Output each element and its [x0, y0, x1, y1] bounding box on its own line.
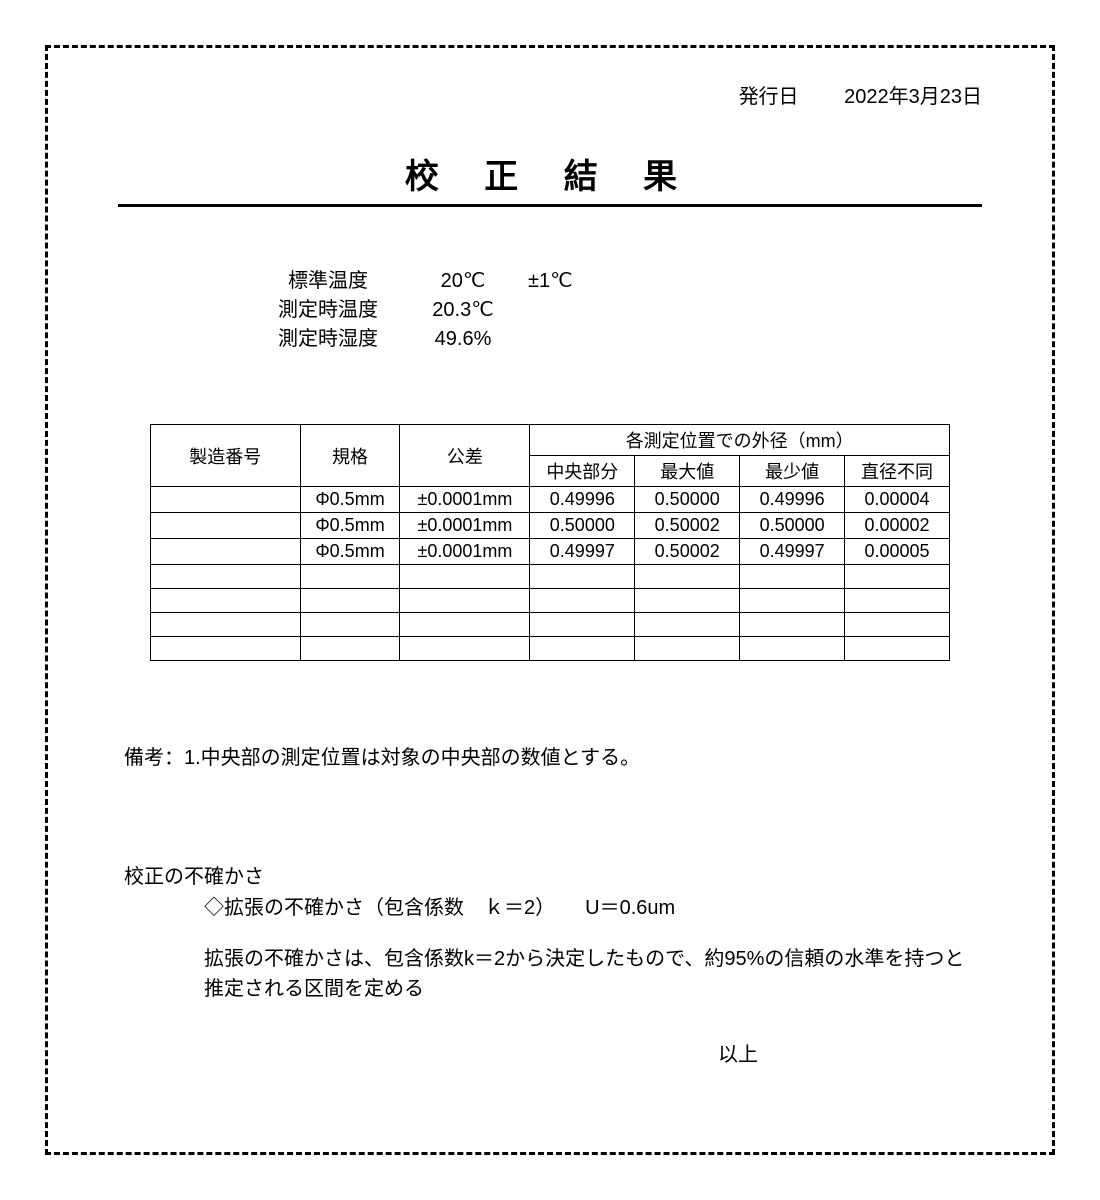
- cell-c: [530, 637, 635, 661]
- th-spec: 規格: [300, 425, 400, 487]
- uncertainty-desc: 拡張の不確かさは、包含係数k＝2から決定したもので、約95%の信頼の水準を持つと…: [204, 944, 974, 1004]
- table-row: [151, 613, 950, 637]
- cell-c: 0.49996: [530, 487, 635, 513]
- notes: 備考：1.中央部の測定位置は対象の中央部の数値とする。: [124, 741, 982, 770]
- cell-serial: [151, 487, 301, 513]
- cell-tol: [400, 637, 530, 661]
- cell-serial: [151, 565, 301, 589]
- table-row: Φ0.5mm±0.0001mm0.499970.500020.499970.00…: [151, 539, 950, 565]
- cell-serial: [151, 513, 301, 539]
- cell-c: [530, 589, 635, 613]
- cond-meas-temp: 測定時温度 20.3℃: [258, 296, 982, 325]
- th-tol: 公差: [400, 425, 530, 487]
- cell-c: [530, 565, 635, 589]
- cell-max: [635, 565, 740, 589]
- page-title: 校 正 結 果: [118, 149, 982, 207]
- cell-serial: [151, 613, 301, 637]
- cell-tol: ±0.0001mm: [400, 539, 530, 565]
- cond-std-temp: 標準温度 20℃ ±1℃: [258, 267, 982, 296]
- cell-min: 0.49996: [740, 487, 845, 513]
- cell-min: [740, 637, 845, 661]
- meas-temp-value: 20.3℃: [398, 296, 528, 325]
- cell-tol: [400, 565, 530, 589]
- cell-d: [845, 565, 950, 589]
- cell-d: [845, 637, 950, 661]
- th-group: 各測定位置での外径（mm）: [530, 425, 950, 456]
- title-wrap: 校 正 結 果: [118, 149, 982, 207]
- cell-d: [845, 613, 950, 637]
- th-min: 最少値: [740, 456, 845, 487]
- cell-max: 0.50002: [635, 539, 740, 565]
- table-row: Φ0.5mm±0.0001mm0.499960.500000.499960.00…: [151, 487, 950, 513]
- conditions-block: 標準温度 20℃ ±1℃ 測定時温度 20.3℃ 測定時湿度 49.6%: [258, 267, 982, 354]
- cell-spec: Φ0.5mm: [300, 539, 400, 565]
- cell-d: 0.00004: [845, 487, 950, 513]
- cell-c: 0.50000: [530, 513, 635, 539]
- cell-min: 0.50000: [740, 513, 845, 539]
- uncertainty-block: 校正の不確かさ ◇拡張の不確かさ（包含係数 ｋ＝2） U＝0.6um 拡張の不確…: [124, 860, 982, 1004]
- certificate-page: 発行日 2022年3月23日 校 正 結 果 標準温度 20℃ ±1℃ 測定時温…: [45, 45, 1055, 1155]
- measurement-table: 製造番号 規格 公差 各測定位置での外径（mm） 中央部分 最大値 最少値 直径…: [150, 424, 950, 661]
- uncertainty-line1: ◇拡張の不確かさ（包含係数 ｋ＝2） U＝0.6um: [204, 891, 982, 920]
- cell-serial: [151, 589, 301, 613]
- cell-spec: [300, 565, 400, 589]
- cell-max: [635, 613, 740, 637]
- table-row: [151, 637, 950, 661]
- cell-c: [530, 613, 635, 637]
- cell-tol: [400, 613, 530, 637]
- cell-min: [740, 565, 845, 589]
- cond-meas-hum: 測定時湿度 49.6%: [258, 325, 982, 354]
- table-row: Φ0.5mm±0.0001mm0.500000.500020.500000.00…: [151, 513, 950, 539]
- cell-min: [740, 613, 845, 637]
- meas-temp-label: 測定時温度: [258, 296, 398, 325]
- cell-spec: [300, 613, 400, 637]
- cell-tol: ±0.0001mm: [400, 513, 530, 539]
- cell-max: [635, 637, 740, 661]
- meas-hum-value: 49.6%: [398, 325, 528, 354]
- cell-min: 0.49997: [740, 539, 845, 565]
- th-center: 中央部分: [530, 456, 635, 487]
- th-diff: 直径不同: [845, 456, 950, 487]
- issue-date: 2022年3月23日: [844, 80, 982, 109]
- cell-serial: [151, 637, 301, 661]
- cell-tol: [400, 589, 530, 613]
- meas-hum-label: 測定時湿度: [258, 325, 398, 354]
- issue-row: 発行日 2022年3月23日: [118, 80, 982, 109]
- cell-spec: [300, 637, 400, 661]
- cell-d: 0.00005: [845, 539, 950, 565]
- table-row: [151, 589, 950, 613]
- cell-max: 0.50000: [635, 487, 740, 513]
- cell-max: [635, 589, 740, 613]
- table-row: [151, 565, 950, 589]
- th-max: 最大値: [635, 456, 740, 487]
- issue-label: 発行日: [739, 80, 799, 109]
- cell-spec: [300, 589, 400, 613]
- cell-spec: Φ0.5mm: [300, 513, 400, 539]
- cell-d: 0.00002: [845, 513, 950, 539]
- cell-c: 0.49997: [530, 539, 635, 565]
- std-temp-tol: ±1℃: [528, 267, 648, 296]
- closing: 以上: [118, 1038, 982, 1067]
- cell-serial: [151, 539, 301, 565]
- cell-min: [740, 589, 845, 613]
- std-temp-label: 標準温度: [258, 267, 398, 296]
- cell-tol: ±0.0001mm: [400, 487, 530, 513]
- th-serial: 製造番号: [151, 425, 301, 487]
- std-temp-value: 20℃: [398, 267, 528, 296]
- cell-d: [845, 589, 950, 613]
- cell-spec: Φ0.5mm: [300, 487, 400, 513]
- cell-max: 0.50002: [635, 513, 740, 539]
- uncertainty-title: 校正の不確かさ: [124, 860, 982, 889]
